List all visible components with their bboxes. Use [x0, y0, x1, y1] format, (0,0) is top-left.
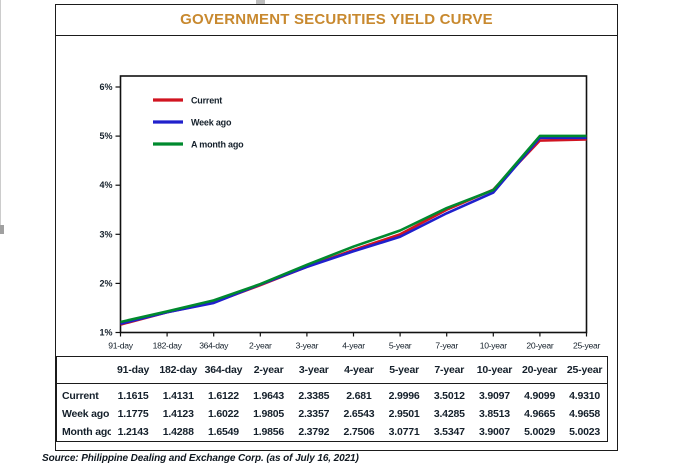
table-cell: 1.6549: [207, 426, 239, 438]
series-line-a-month-ago: [120, 134, 587, 324]
table-column-header: 10-year: [471, 356, 518, 384]
chart-panel: GOVERNMENT SECURITIES YIELD CURVE 1% 2% 3%…: [55, 4, 618, 451]
y-axis-tick-label: 6%: [99, 82, 112, 92]
x-axis-tick-label: 3-year: [296, 341, 319, 351]
table-cell: 1.9643: [253, 390, 285, 402]
table-cell: 1.4123: [162, 408, 194, 420]
selection-handle-left: [0, 225, 4, 234]
x-axis-tick-label: 182-day: [153, 341, 183, 351]
table-row: Current 1.1615 1.4131 1.6122 1.9643 2.3385 2.6…: [57, 384, 608, 406]
table-cell: 3.9007: [479, 426, 510, 438]
yield-table-header: 91-day 182-day 364-day 2-year 3-year 4-year 5-…: [56, 356, 608, 384]
legend-label: Week ago: [191, 118, 232, 128]
table-cell: 1.4131: [162, 390, 194, 402]
table-row: Week ago 1.1775 1.4123 1.6022 1.9805 2.3357 2.…: [57, 405, 608, 423]
yield-curve-chart-area: 1% 2% 3% 4% 5% 6% 91-day 182-day 364-day 2-year 3-…: [56, 36, 617, 356]
table-cell: 2.9996: [388, 390, 420, 402]
table-cell: 5.0029: [524, 426, 556, 438]
y-axis-tick-label: 4%: [99, 180, 112, 190]
source-note: Source: Philippine Dealing and Exchange …: [42, 453, 359, 464]
table-column-header: 364-day: [200, 356, 247, 384]
table-column-header: 2-year: [246, 356, 292, 384]
x-axis-tick-label: 7-year: [435, 341, 458, 351]
x-axis-tick-label: 5-year: [389, 341, 412, 351]
table-cell: 2.681: [346, 390, 372, 402]
table-cell: 4.9665: [524, 408, 556, 420]
y-axis-tick-label: 2%: [99, 278, 112, 288]
table-column-header: 25-year: [562, 356, 608, 384]
table-corner-cell: [56, 356, 111, 384]
x-axis-tick-label: 364-day: [199, 341, 229, 351]
table-column-header: 20-year: [517, 356, 563, 384]
table-cell: 1.2143: [117, 426, 149, 438]
table-cell: 3.0771: [388, 426, 420, 438]
x-axis-tick-label: 20-year: [526, 341, 553, 351]
table-cell: 2.3357: [298, 408, 330, 420]
legend-label: Current: [191, 96, 222, 106]
table-row: Month ago 1.2143 1.4288 1.6549 1.9856 2.3792 2…: [57, 423, 608, 442]
table-row-label: Current: [62, 390, 99, 402]
table-cell: 1.6122: [207, 390, 239, 402]
table-column-header: 91-day: [110, 356, 156, 384]
table-column-header: 7-year: [426, 356, 472, 384]
x-axis-tick-label: 4-year: [342, 341, 365, 351]
table-column-header: 3-year: [291, 356, 337, 384]
table-cell: 1.6022: [207, 408, 239, 420]
table-column-header: 182-day: [155, 356, 201, 384]
table-cell: 1.9805: [253, 408, 285, 420]
series-line-current: [120, 138, 587, 326]
table-cell: 4.9658: [569, 408, 601, 420]
page-title: GOVERNMENT SECURITIES YIELD CURVE: [56, 5, 617, 36]
table-cell: 3.8513: [479, 408, 510, 420]
table-cell: 2.7506: [343, 426, 375, 438]
table-cell: 2.9501: [388, 408, 420, 420]
yield-curve-chart: 1% 2% 3% 4% 5% 6% 91-day 182-day 364-day 2-year 3-…: [99, 75, 601, 351]
y-axis-tick-label: 1%: [99, 328, 112, 338]
clipping-edge-line: [0, 0, 1, 232]
table-cell: 3.4285: [433, 408, 465, 420]
table-cell: 2.6543: [343, 408, 375, 420]
table-header-row: 91-day 182-day 364-day 2-year 3-year 4-year 5-…: [56, 356, 608, 384]
table-row-label: Week ago: [62, 408, 110, 420]
yield-table-body: Current 1.1615 1.4131 1.6122 1.9643 2.3385 2.6…: [57, 384, 608, 442]
table-column-header: 5-year: [381, 356, 427, 384]
table-cell: 4.9310: [569, 390, 601, 402]
table-cell: 1.4288: [162, 426, 194, 438]
table-cell: 2.3792: [298, 426, 330, 438]
table-cell: 3.5012: [433, 390, 465, 402]
table-cell: 1.9856: [253, 426, 285, 438]
yield-table-wrap: 91-day 182-day 364-day 2-year 3-year 4-year 5-…: [56, 356, 617, 442]
table-cell: 3.5347: [433, 426, 465, 438]
table-cell: 5.0023: [569, 426, 601, 438]
table-cell: 4.9099: [524, 390, 556, 402]
yield-table: 91-day 182-day 364-day 2-year 3-year 4-year 5-…: [56, 356, 608, 442]
legend-label: A month ago: [191, 140, 244, 150]
table-row-label: Month ago: [62, 426, 111, 438]
series-line-week-ago: [120, 136, 587, 326]
table-cell: 3.9097: [479, 390, 510, 402]
x-axis-tick-label: 91-day: [108, 341, 133, 351]
table-column-header: 4-year: [336, 356, 382, 384]
table-cell: 1.1775: [117, 408, 149, 420]
selection-handle-top: [256, 0, 265, 4]
y-axis-tick-label: 3%: [99, 229, 112, 239]
x-axis-tick-label: 25-year: [573, 341, 600, 351]
y-axis-tick-label: 5%: [99, 131, 112, 141]
table-cell: 2.3385: [298, 390, 330, 402]
x-axis-tick-label: 10-year: [480, 341, 507, 351]
x-axis-tick-label: 2-year: [249, 341, 272, 351]
table-cell: 1.1615: [117, 390, 149, 402]
